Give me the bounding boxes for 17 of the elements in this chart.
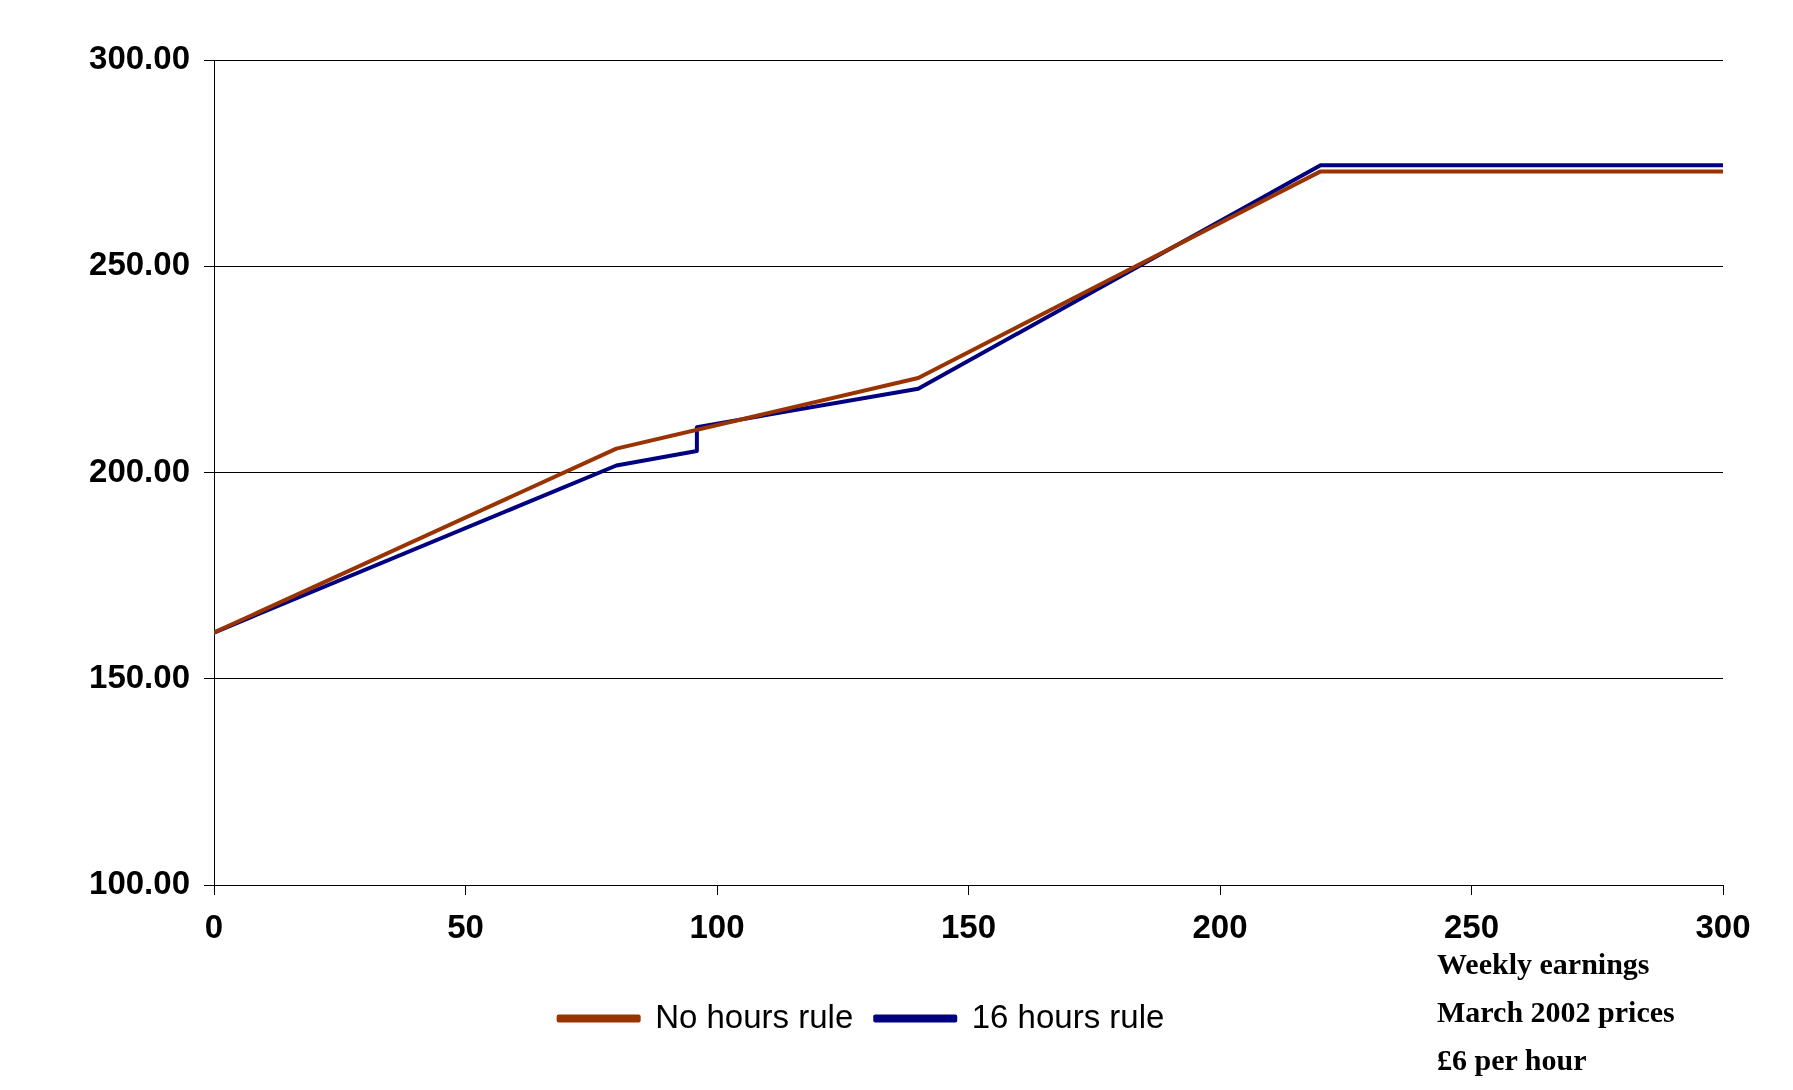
x-tick-label: 300 <box>1695 907 1751 945</box>
text: Weekly earnings <box>1437 947 1650 980</box>
x-tick-label: 150 <box>940 907 997 945</box>
text: £6 per hour <box>1437 1042 1588 1078</box>
legend-label: 16 hours rule <box>971 997 1165 1035</box>
x-tick-label: 0 <box>204 907 224 945</box>
y-tick-label: 200.00 <box>89 451 190 489</box>
y-tick-label: 100.00 <box>89 864 190 902</box>
x-tick-label: 250 <box>1443 907 1500 945</box>
y-tick-label: 150.00 <box>89 657 190 695</box>
x-tick-label: 50 <box>447 907 484 945</box>
x-tick-label: 200 <box>1192 907 1248 945</box>
y-tick-label: 300.00 <box>89 39 190 77</box>
x-tick-label: 100 <box>689 907 745 945</box>
y-tick-label: 250.00 <box>89 245 190 283</box>
text: March 2002 prices <box>1437 994 1675 1030</box>
legend-label: No hours rule <box>655 997 854 1035</box>
